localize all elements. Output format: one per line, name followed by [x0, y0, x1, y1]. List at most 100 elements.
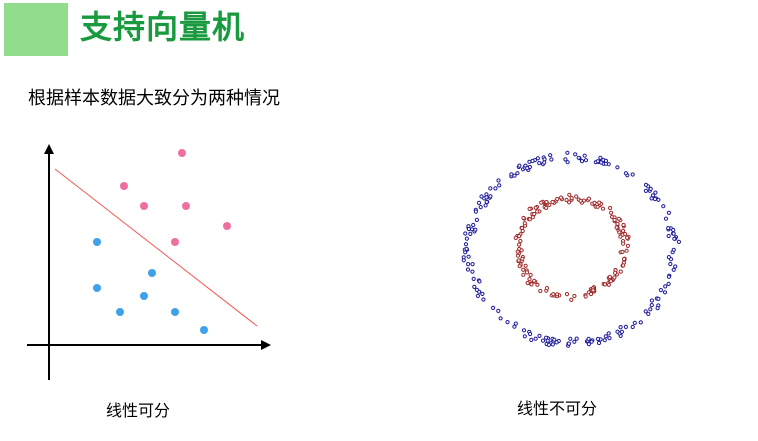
inner-ring-point	[515, 249, 520, 254]
inner-ring-point	[622, 256, 627, 262]
outer-ring-point	[464, 236, 469, 241]
blue-point	[93, 238, 101, 246]
outer-ring-point	[535, 156, 541, 161]
outer-ring-point	[476, 200, 482, 205]
inner-ring-point	[521, 267, 526, 272]
outer-ring-point	[648, 186, 653, 191]
inner-ring-point	[513, 235, 518, 240]
inner-ring-point	[609, 210, 614, 215]
inner-ring-point	[532, 211, 537, 217]
inner-ring-point	[578, 198, 583, 203]
outer-ring-point	[579, 159, 585, 164]
outer-ring-point	[619, 329, 625, 334]
inner-ring-point	[614, 225, 619, 230]
inner-ring-point	[608, 205, 613, 211]
outer-ring-point	[498, 316, 503, 321]
outer-ring-point	[666, 233, 671, 239]
pink-point	[178, 149, 186, 157]
outer-ring-point	[583, 158, 589, 163]
outer-ring-point	[572, 339, 577, 344]
outer-ring-point	[568, 336, 573, 341]
outer-ring-point	[471, 222, 476, 228]
outer-ring-point	[537, 333, 542, 338]
pink-point	[223, 222, 231, 230]
inner-ring-point	[544, 286, 550, 291]
inner-ring-point	[544, 199, 549, 205]
nonlinear-separable-plot	[461, 150, 682, 348]
outer-ring-point	[546, 342, 552, 347]
outer-ring-point	[470, 269, 475, 274]
outer-ring-point	[603, 158, 609, 163]
blue-point	[116, 308, 124, 316]
outer-ring-point	[465, 267, 471, 272]
outer-ring-point	[606, 331, 611, 336]
inner-ring-point	[625, 243, 631, 248]
outer-ring-point	[661, 204, 666, 209]
outer-ring-point	[475, 293, 480, 298]
inner-ring-point	[524, 270, 530, 275]
inner-ring-point	[624, 248, 629, 253]
outer-ring-point	[595, 336, 601, 342]
outer-ring-point	[607, 336, 612, 341]
inner-ring-point	[621, 241, 626, 246]
outer-ring-point	[650, 193, 656, 198]
outer-ring-point	[668, 261, 673, 267]
outer-ring-point	[623, 324, 629, 329]
outer-ring-point	[550, 342, 555, 347]
page-title: 支持向量机	[80, 8, 246, 46]
inner-ring-point	[518, 238, 523, 244]
inner-ring-point	[597, 200, 602, 205]
outer-ring-point	[484, 195, 489, 200]
inner-ring-points	[513, 192, 631, 302]
outer-ring-point	[466, 262, 471, 267]
outer-ring-point	[522, 334, 527, 339]
outer-ring-point	[632, 320, 637, 325]
outer-ring-point	[540, 338, 546, 343]
outer-ring-point	[474, 217, 479, 222]
inner-ring-point	[529, 282, 534, 287]
outer-ring-point	[595, 159, 600, 164]
outer-ring-point	[655, 306, 660, 311]
inner-ring-point	[583, 294, 588, 299]
outer-ring-point	[666, 255, 672, 260]
outer-ring-point	[649, 298, 655, 303]
outer-ring-point	[463, 242, 469, 247]
blue-point	[93, 284, 101, 292]
outer-ring-point	[676, 239, 682, 244]
outer-ring-point	[646, 311, 651, 316]
inner-ring-point	[612, 275, 617, 280]
outer-ring-point	[496, 178, 501, 183]
outer-ring-point	[671, 227, 676, 233]
outer-ring-point	[643, 188, 649, 193]
inner-ring-point	[588, 291, 594, 297]
inner-ring-point	[621, 228, 626, 233]
outer-ring-point	[529, 337, 534, 342]
outer-ring-point	[643, 309, 648, 314]
linear-separable-caption: 线性可分	[106, 401, 171, 420]
outer-ring-point	[671, 247, 676, 252]
inner-ring-point	[555, 196, 560, 202]
inner-ring-point	[522, 221, 527, 226]
title-accent-block	[4, 3, 68, 56]
outer-ring-point	[648, 307, 653, 312]
inner-ring-point	[569, 196, 574, 201]
blue-point	[140, 292, 148, 300]
inner-ring-point	[569, 297, 574, 302]
outer-ring-point	[468, 231, 473, 236]
inner-ring-point	[535, 282, 540, 287]
inner-ring-point	[515, 253, 521, 258]
outer-ring-point	[512, 324, 517, 329]
outer-ring-point	[589, 339, 594, 344]
outer-ring-point	[479, 194, 484, 199]
outer-ring-point	[464, 246, 469, 251]
inner-ring-point	[533, 205, 538, 210]
outer-ring-point	[618, 325, 623, 330]
blue-point	[171, 308, 179, 316]
pink-point	[171, 238, 179, 246]
blue-class-points	[93, 238, 208, 334]
pink-point	[120, 182, 128, 190]
outer-ring-point	[505, 320, 510, 325]
inner-ring-point	[612, 217, 617, 223]
outer-ring-point	[671, 267, 676, 272]
